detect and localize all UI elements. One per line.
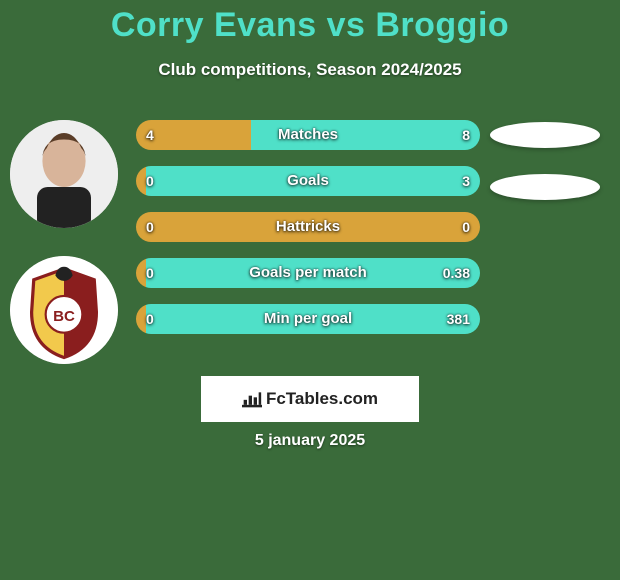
pill-column — [490, 122, 600, 226]
bar-label: Min per goal — [136, 304, 480, 334]
stat-bars: Matches48Goals03Hattricks00Goals per mat… — [136, 120, 480, 350]
player-2-badge: BC — [10, 256, 118, 364]
bar-value-right: 0 — [462, 212, 470, 242]
bar-value-left: 0 — [146, 304, 154, 334]
stat-bar-min-per-goal: Min per goal0 381 — [136, 304, 480, 334]
bar-value-left: 4 — [146, 120, 154, 150]
logo-text: FcTables.com — [266, 389, 378, 409]
stat-bar-goals-per-match: Goals per match0 0.38 — [136, 258, 480, 288]
bar-label: Hattricks — [136, 212, 480, 242]
bar-label: Matches — [136, 120, 480, 150]
page-title: Corry Evans vs Broggio — [0, 6, 620, 45]
metric-pill — [490, 122, 600, 148]
player-1-avatar — [10, 120, 118, 228]
stat-bar-matches: Matches4 8 — [136, 120, 480, 150]
metric-pill — [490, 174, 600, 200]
fctables-logo: FcTables.com — [201, 376, 419, 422]
svg-text:BC: BC — [53, 308, 75, 325]
bar-value-left: 0 — [146, 212, 154, 242]
comparison-card: Corry Evans vs Broggio Club competitions… — [0, 0, 620, 580]
avatar-column: BC — [10, 120, 118, 392]
bar-value-right: 8 — [462, 120, 470, 150]
bar-value-right: 3 — [462, 166, 470, 196]
date-text: 5 january 2025 — [0, 432, 620, 450]
bar-value-left: 0 — [146, 258, 154, 288]
bar-value-left: 0 — [146, 166, 154, 196]
subtitle: Club competitions, Season 2024/2025 — [0, 60, 620, 80]
stat-bar-hattricks: Hattricks0 0 — [136, 212, 480, 242]
bar-label: Goals — [136, 166, 480, 196]
bar-label: Goals per match — [136, 258, 480, 288]
bar-value-right: 381 — [447, 304, 470, 334]
stat-bar-goals: Goals0 3 — [136, 166, 480, 196]
bar-value-right: 0.38 — [443, 258, 470, 288]
bar-chart-icon — [242, 390, 262, 408]
